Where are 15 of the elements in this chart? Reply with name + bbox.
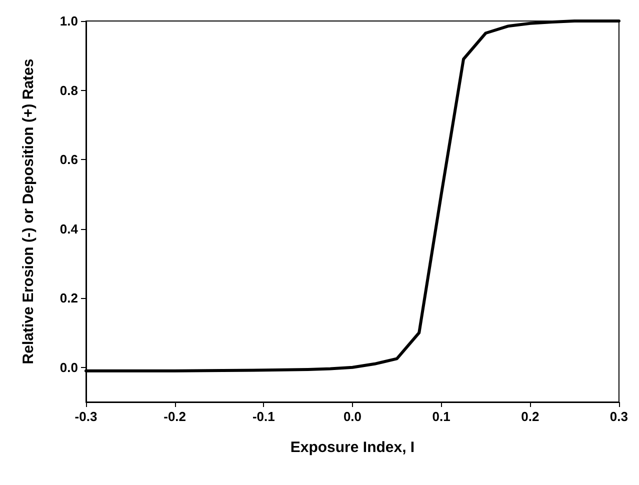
x-tick-label: -0.2 (164, 409, 186, 424)
y-tick-label: 0.4 (60, 221, 79, 236)
y-tick-label: 0.2 (60, 290, 78, 306)
y-tick-label: 0.6 (60, 152, 78, 168)
x-axis-title: Exposure Index, I (290, 439, 415, 456)
y-tick-label: 0.0 (60, 360, 78, 375)
x-tick-label: -0.1 (252, 409, 275, 424)
x-tick-label: 0.1 (432, 409, 450, 424)
y-axis-title: Relative Erosion (-) or Deposition (+) Rates (20, 58, 37, 364)
y-tick-label: 1.0 (60, 14, 78, 28)
x-tick-label: 0.3 (610, 409, 628, 424)
x-tick-label: -0.3 (74, 409, 98, 424)
y-tick-label: 0.8 (60, 82, 78, 98)
x-tick-label: 0.0 (343, 409, 362, 424)
x-tick-label: 0.2 (521, 409, 540, 424)
